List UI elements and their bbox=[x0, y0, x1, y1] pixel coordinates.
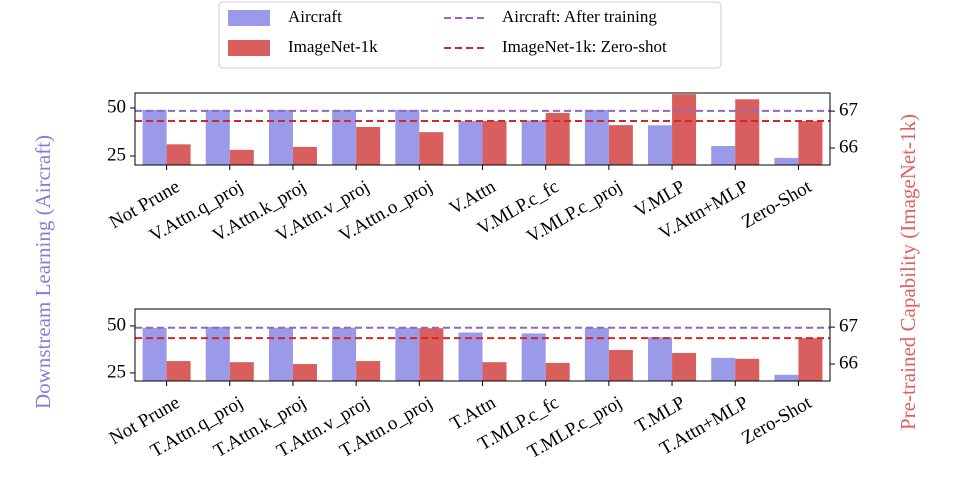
y-tick-label: 50 bbox=[107, 96, 126, 117]
y2-axis-label: Pre-trained Capability (ImageNet-1k) bbox=[896, 114, 920, 430]
y2-tick-label: 66 bbox=[839, 136, 858, 157]
legend: Aircraft ImageNet-1k Aircraft: After train… bbox=[228, 7, 667, 56]
legend-label: ImageNet-1k: Zero-shot bbox=[502, 37, 667, 56]
legend-swatch bbox=[228, 10, 270, 26]
legend-swatch bbox=[228, 40, 270, 56]
bar bbox=[482, 362, 507, 381]
bar bbox=[648, 125, 673, 165]
bar bbox=[229, 362, 254, 381]
bar bbox=[545, 362, 570, 381]
y2-tick-label: 67 bbox=[839, 99, 858, 120]
bar bbox=[292, 146, 317, 165]
x-tick-label: Zero-Shot bbox=[738, 392, 816, 449]
bar bbox=[482, 121, 507, 165]
bar bbox=[521, 120, 546, 165]
bar bbox=[166, 144, 191, 165]
bar bbox=[356, 126, 381, 165]
bar bbox=[735, 358, 760, 381]
y2-tick-label: 66 bbox=[839, 352, 858, 373]
legend-label: ImageNet-1k bbox=[288, 37, 378, 56]
bar bbox=[395, 109, 420, 165]
bar bbox=[292, 364, 317, 381]
bar bbox=[268, 327, 293, 381]
bar bbox=[419, 132, 444, 165]
bar bbox=[332, 327, 357, 381]
bar bbox=[608, 125, 633, 165]
bar bbox=[711, 357, 736, 381]
bar bbox=[356, 361, 381, 381]
bar bbox=[458, 332, 483, 381]
y2-tick-label: 67 bbox=[839, 315, 858, 336]
bar bbox=[584, 109, 609, 165]
bar bbox=[584, 327, 609, 381]
legend-label: Aircraft: After training bbox=[502, 7, 657, 26]
legend-label: Aircraft bbox=[288, 7, 342, 26]
legend-box bbox=[218, 1, 722, 69]
bar bbox=[142, 327, 167, 381]
bar bbox=[711, 145, 736, 165]
bar bbox=[672, 352, 697, 381]
y-tick-label: 50 bbox=[107, 314, 126, 335]
bar bbox=[458, 121, 483, 165]
bar bbox=[142, 109, 167, 165]
y-tick-label: 25 bbox=[107, 144, 126, 165]
bar bbox=[268, 109, 293, 165]
bar bbox=[229, 149, 254, 165]
bar bbox=[521, 333, 546, 381]
bar bbox=[798, 121, 823, 165]
bar bbox=[419, 328, 444, 381]
bar bbox=[608, 349, 633, 381]
y-axis-label: Downstream Learning (Aircraft) bbox=[31, 135, 55, 409]
bar bbox=[774, 157, 799, 165]
bar bbox=[166, 361, 191, 381]
bar bbox=[395, 327, 420, 381]
bar bbox=[648, 337, 673, 381]
bar bbox=[672, 94, 697, 165]
bar bbox=[205, 326, 230, 381]
y-tick-label: 25 bbox=[107, 361, 126, 382]
bar bbox=[735, 99, 760, 165]
x-tick-label: Zero-Shot bbox=[738, 176, 816, 233]
bar bbox=[205, 109, 230, 165]
bar bbox=[774, 374, 799, 381]
bar bbox=[332, 109, 357, 165]
bar bbox=[798, 338, 823, 381]
